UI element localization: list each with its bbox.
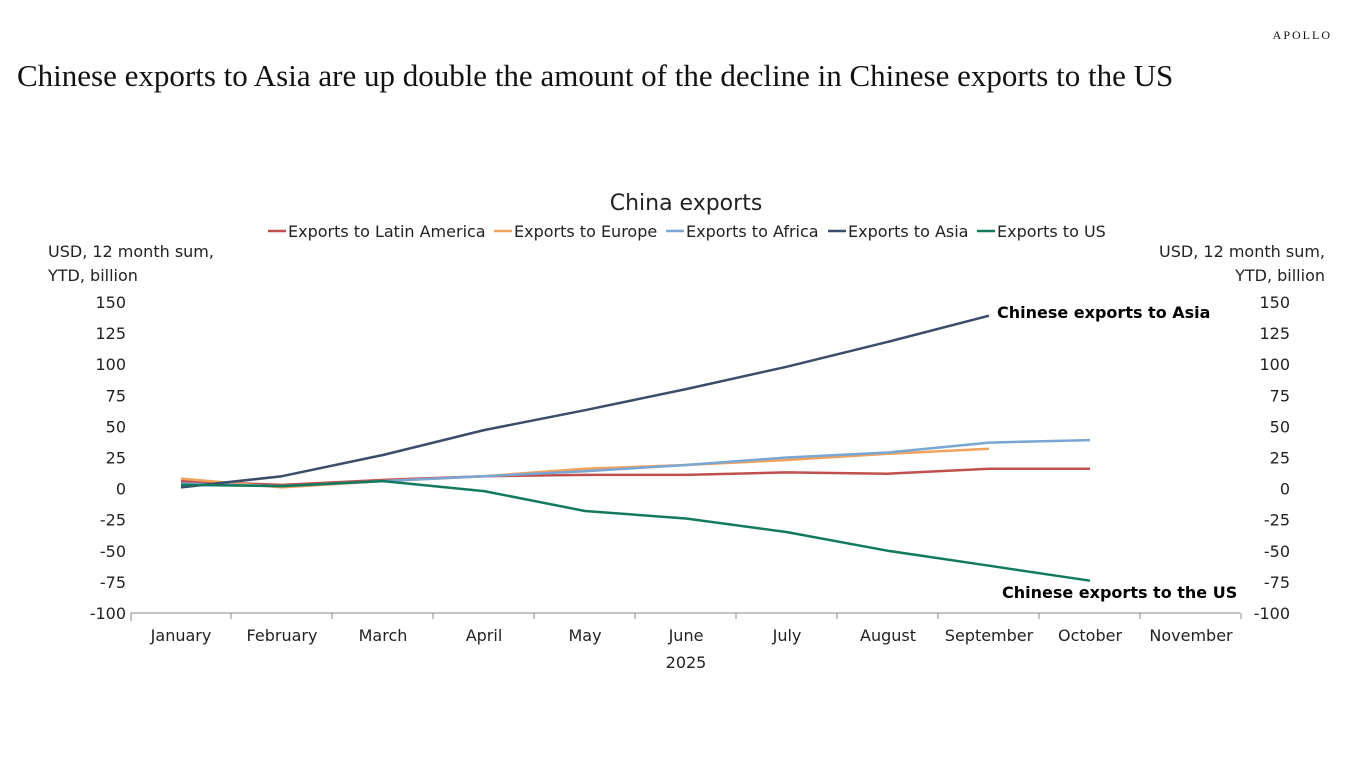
left-y-tick-label: -25	[100, 511, 126, 530]
x-tick-label: November	[1149, 626, 1233, 645]
right-y-tick-label: -75	[1264, 573, 1290, 592]
left-axis-label-line1: USD, 12 month sum,	[48, 242, 214, 261]
right-y-tick-label: 50	[1270, 417, 1290, 436]
axes: January February March April May June July Augu…	[90, 293, 1290, 645]
left-axis-label-line2: YTD, billion	[47, 266, 138, 285]
left-y-tick-label: 100	[95, 355, 126, 374]
left-y-tick-label: 150	[95, 293, 126, 312]
x-tick-label: May	[568, 626, 601, 645]
x-tick-label: September	[945, 626, 1034, 645]
legend-entry: Exports to Asia	[848, 222, 968, 241]
headline: Chinese exports to Asia are up double th…	[17, 58, 1174, 93]
series-lines	[180, 314, 1091, 582]
legend-entry: Exports to Africa	[686, 222, 819, 241]
right-y-tick-label: 75	[1270, 386, 1290, 405]
annotation-us: Chinese exports to the US	[1002, 583, 1237, 602]
legend: Exports to Latin America Exports to Europ…	[268, 222, 1106, 241]
legend-entry: Exports to Europe	[514, 222, 657, 241]
right-y-tick-label: -25	[1264, 511, 1290, 530]
right-y-tick-label: -100	[1254, 604, 1290, 623]
x-tick-label: April	[466, 626, 503, 645]
x-tick-label: March	[359, 626, 408, 645]
series-line-exports-to-latin-america	[180, 467, 1090, 487]
right-y-tick-label: -50	[1264, 542, 1290, 561]
series-line-exports-to-asia	[180, 314, 990, 489]
series-line-exports-to-africa	[180, 438, 1091, 488]
left-y-tick-label: 125	[95, 324, 126, 343]
annotation-asia: Chinese exports to Asia	[997, 303, 1210, 322]
x-tick-label: June	[668, 626, 704, 645]
left-y-tick-label: 50	[106, 417, 126, 436]
left-y-tick-label: -75	[100, 573, 126, 592]
right-y-tick-label: 100	[1259, 355, 1290, 374]
left-y-tick-label: 25	[106, 449, 126, 468]
right-y-tick-label: 125	[1259, 324, 1290, 343]
x-tick-label: January	[150, 626, 212, 645]
right-y-tick-label: 25	[1270, 449, 1290, 468]
x-tick-label: July	[772, 626, 802, 645]
x-tick-label: October	[1058, 626, 1122, 645]
left-y-tick-label: 75	[106, 386, 126, 405]
legend-entry: Exports to Latin America	[288, 222, 486, 241]
right-y-tick-label: 150	[1259, 293, 1290, 312]
x-tick-label: August	[860, 626, 916, 645]
legend-entry: Exports to US	[997, 222, 1106, 241]
left-y-tick-label: 0	[116, 480, 126, 499]
right-axis-label-line1: USD, 12 month sum,	[1159, 242, 1325, 261]
left-y-tick-label: -50	[100, 542, 126, 561]
series-line-exports-to-us	[180, 479, 1091, 582]
left-y-tick-label: -100	[90, 604, 126, 623]
apollo-logo: APOLLO	[1272, 28, 1332, 42]
chart-title: China exports	[610, 191, 763, 216]
right-y-tick-label: 0	[1280, 480, 1290, 499]
x-axis-title: 2025	[666, 653, 707, 672]
right-axis-label-line2: YTD, billion	[1234, 266, 1325, 285]
x-tick-label: February	[247, 626, 318, 645]
